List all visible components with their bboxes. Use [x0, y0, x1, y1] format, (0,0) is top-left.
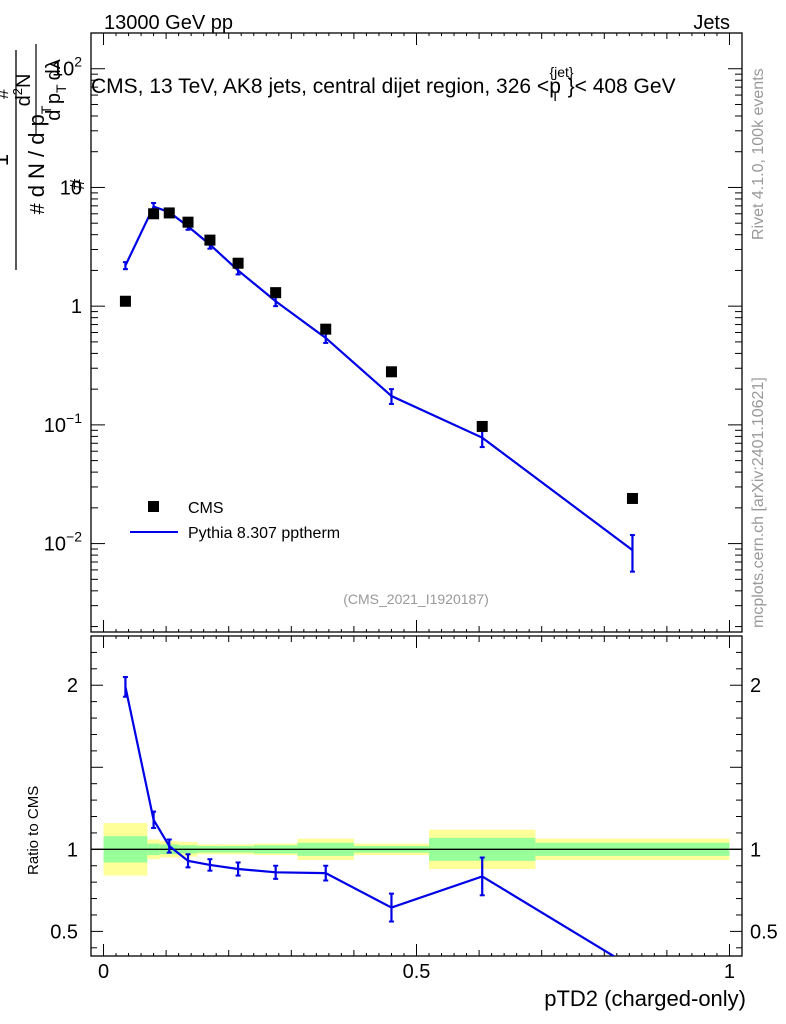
title-sup: {jet} [549, 64, 573, 80]
y-axis-label-numerator: # [67, 178, 89, 190]
title-tail: }< 408 GeV [568, 75, 676, 98]
legend-label-cms: CMS [188, 500, 224, 517]
cms-data-point [320, 323, 332, 335]
ratio-frame [90, 635, 743, 957]
chart-title: CMS, 13 TeV, AK8 jets, central dijet reg… [91, 64, 676, 104]
title-main: CMS, 13 TeV, AK8 jets, central dijet reg… [91, 75, 561, 98]
y-tick-label: 10−2 [44, 529, 82, 556]
cms-data-point [270, 287, 282, 299]
cms-data-point [182, 216, 194, 228]
ratio-panel: 0 0.5 1 2 2 1 1 0.5 0.5 [50, 635, 778, 983]
energy-label: 13000 GeV pp [104, 12, 233, 34]
title-sub: T [551, 88, 560, 104]
legend: CMS Pythia 8.307 pptherm [130, 500, 340, 542]
svg-text:1: 1 [0, 154, 13, 166]
main-panel: 102 10 1 10−1 10−2 [44, 32, 743, 956]
y-tick-label: 1 [71, 296, 82, 318]
x-axis-label: pTD2 (charged-only) [544, 986, 746, 1011]
svg-text:#: # [0, 89, 12, 99]
rivet-label: Rivet 4.1.0, 100k events [750, 68, 767, 240]
svg-text:#: # [67, 178, 89, 190]
process-label: Jets [693, 12, 730, 34]
ratio-y-tick-label: 1 [67, 839, 78, 861]
cms-data-point [476, 420, 488, 432]
cms-data-point [119, 295, 131, 307]
pythia-line [124, 205, 634, 552]
cms-data-point [232, 257, 244, 269]
svg-text:CMS, 13 TeV, AK8 jets, central: CMS, 13 TeV, AK8 jets, central dijet reg… [91, 64, 676, 104]
cms-data-point [163, 207, 175, 219]
y-tick-label: 10−1 [44, 410, 82, 437]
analysis-id: (CMS_2021_I1920187) [343, 591, 489, 607]
y-tick-label: 10 [60, 177, 82, 199]
ratio-line [124, 686, 616, 956]
svg-text:d2N: d2N [10, 74, 35, 107]
main-frame [90, 32, 743, 633]
legend-label-pythia: Pythia 8.307 pptherm [188, 525, 340, 542]
legend-marker-cms [148, 501, 159, 512]
ratio-axis-label: Ratio to CMS [25, 786, 42, 875]
cms-data-point [148, 208, 160, 220]
x-tick-label: 0.5 [403, 961, 431, 983]
ratio-y-tick-label-right: 1 [750, 839, 761, 861]
y-axis-label-derivative: d pTdλ d2N # [0, 44, 69, 136]
x-tick-label: 0 [98, 961, 109, 983]
ratio-series [122, 676, 616, 956]
ratio-y-tick-label-right: 2 [750, 675, 761, 697]
ratio-y-tick-label-right: 0.5 [750, 921, 778, 943]
cms-data-point [204, 234, 216, 246]
cms-data-point [626, 492, 638, 504]
y-tick-label: 102 [52, 54, 82, 81]
x-tick-label: 1 [724, 961, 735, 983]
mcplots-label: mcplots.cern.ch [arXiv:2401.10621] [750, 377, 767, 628]
cms-data-point [385, 366, 397, 378]
ratio-y-tick-label: 2 [67, 675, 78, 697]
ratio-y-tick-label: 0.5 [50, 921, 78, 943]
